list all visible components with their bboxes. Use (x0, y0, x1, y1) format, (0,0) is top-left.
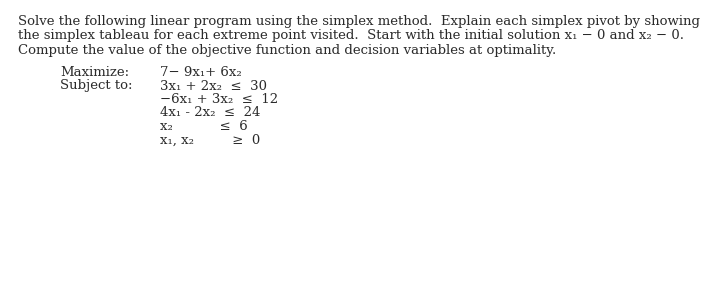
Text: Maximize:: Maximize: (60, 66, 129, 79)
Text: 3x₁ + 2x₂  ≤  30: 3x₁ + 2x₂ ≤ 30 (160, 80, 267, 93)
Text: Compute the value of the objective function and decision variables at optimality: Compute the value of the objective funct… (18, 44, 557, 57)
Text: 7− 9x₁+ 6x₂: 7− 9x₁+ 6x₂ (160, 66, 242, 79)
Text: x₁, x₂         ≥  0: x₁, x₂ ≥ 0 (160, 134, 260, 147)
Text: Solve the following linear program using the simplex method.  Explain each simpl: Solve the following linear program using… (18, 15, 700, 28)
Text: the simplex tableau for each extreme point visited.  Start with the initial solu: the simplex tableau for each extreme poi… (18, 29, 684, 42)
Text: x₂           ≤  6: x₂ ≤ 6 (160, 120, 248, 133)
Text: Subject to:: Subject to: (60, 80, 132, 93)
Text: 4x₁ - 2x₂  ≤  24: 4x₁ - 2x₂ ≤ 24 (160, 106, 261, 119)
Text: −6x₁ + 3x₂  ≤  12: −6x₁ + 3x₂ ≤ 12 (160, 93, 278, 106)
